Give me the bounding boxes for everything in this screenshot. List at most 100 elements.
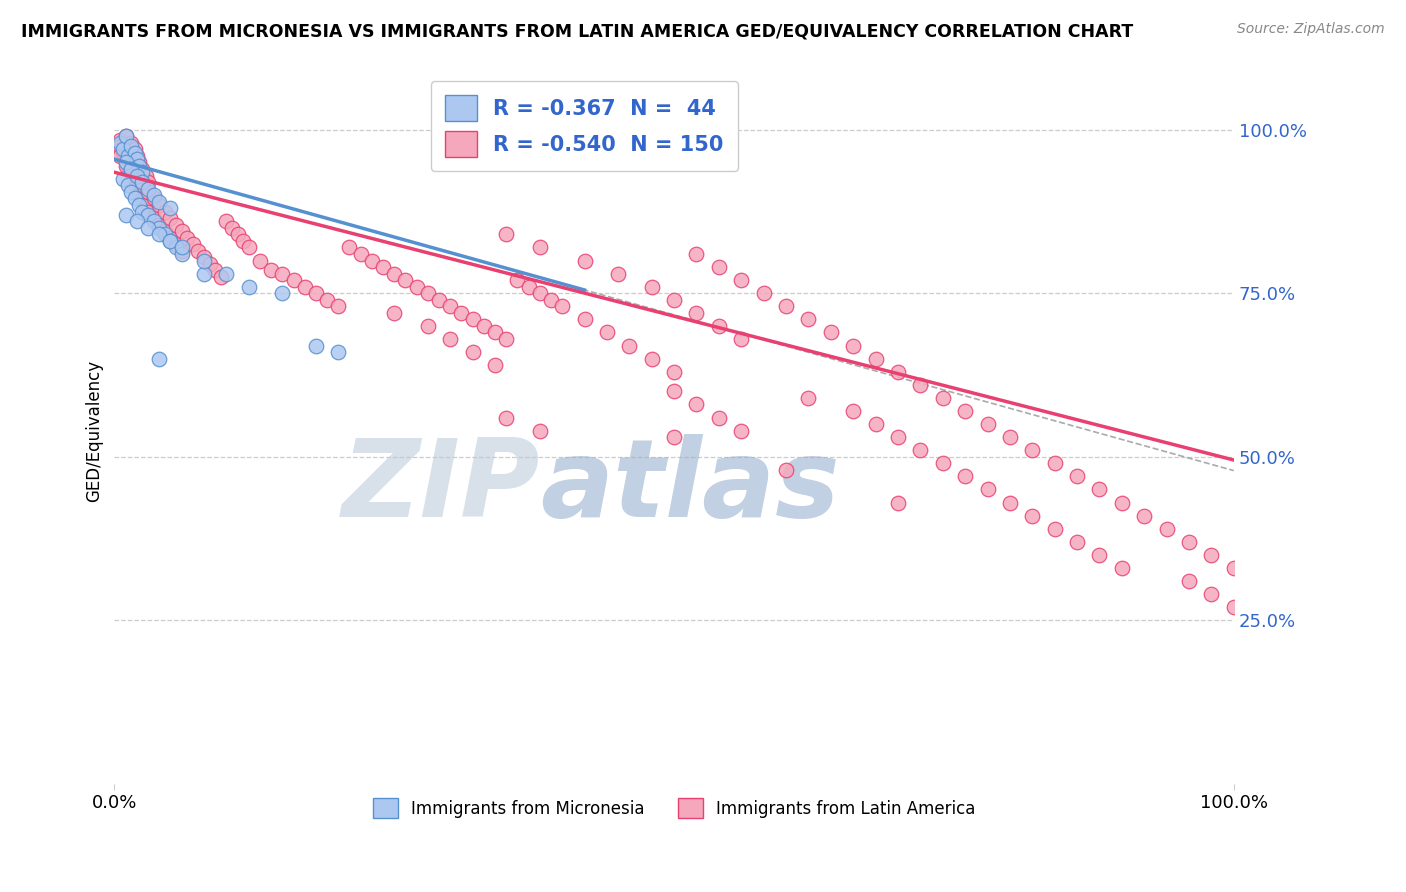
Point	[128, 159, 150, 173]
Point	[165, 240, 187, 254]
Point	[238, 279, 260, 293]
Point	[131, 175, 153, 189]
Point	[125, 169, 148, 183]
Point	[1178, 574, 1201, 588]
Point	[238, 240, 260, 254]
Point	[142, 191, 165, 205]
Point	[607, 267, 630, 281]
Point	[153, 227, 176, 242]
Point	[148, 227, 170, 242]
Point	[842, 338, 865, 352]
Point	[1111, 561, 1133, 575]
Text: ZIP: ZIP	[342, 434, 540, 540]
Point	[170, 247, 193, 261]
Point	[529, 424, 551, 438]
Point	[316, 293, 339, 307]
Point	[170, 244, 193, 258]
Point	[484, 358, 506, 372]
Text: Source: ZipAtlas.com: Source: ZipAtlas.com	[1237, 22, 1385, 37]
Point	[305, 338, 328, 352]
Point	[953, 404, 976, 418]
Point	[405, 279, 427, 293]
Point	[439, 299, 461, 313]
Point	[114, 155, 136, 169]
Point	[204, 263, 226, 277]
Point	[131, 191, 153, 205]
Point	[165, 218, 187, 232]
Point	[641, 351, 664, 366]
Point	[1223, 600, 1246, 615]
Point	[148, 198, 170, 212]
Point	[136, 220, 159, 235]
Point	[136, 185, 159, 199]
Point	[128, 198, 150, 212]
Point	[159, 211, 181, 225]
Point	[1178, 534, 1201, 549]
Point	[1201, 587, 1223, 601]
Point	[209, 269, 232, 284]
Point	[117, 149, 139, 163]
Point	[193, 253, 215, 268]
Point	[1021, 508, 1043, 523]
Text: atlas: atlas	[540, 434, 839, 540]
Point	[641, 279, 664, 293]
Point	[125, 171, 148, 186]
Point	[114, 208, 136, 222]
Point	[1043, 522, 1066, 536]
Point	[165, 237, 187, 252]
Point	[596, 326, 619, 340]
Point	[1201, 548, 1223, 562]
Point	[910, 443, 932, 458]
Point	[707, 318, 730, 333]
Point	[112, 142, 135, 156]
Point	[574, 312, 596, 326]
Point	[170, 224, 193, 238]
Point	[159, 201, 181, 215]
Point	[170, 240, 193, 254]
Point	[142, 188, 165, 202]
Point	[136, 175, 159, 189]
Point	[148, 194, 170, 209]
Point	[685, 306, 707, 320]
Point	[112, 139, 135, 153]
Point	[350, 247, 373, 261]
Point	[775, 463, 797, 477]
Point	[142, 214, 165, 228]
Point	[394, 273, 416, 287]
Point	[125, 149, 148, 163]
Point	[382, 306, 405, 320]
Point	[842, 404, 865, 418]
Point	[108, 132, 131, 146]
Point	[135, 169, 157, 183]
Point	[529, 286, 551, 301]
Point	[730, 273, 752, 287]
Point	[976, 417, 998, 431]
Point	[1066, 469, 1088, 483]
Point	[662, 384, 685, 399]
Point	[328, 345, 350, 359]
Point	[1021, 443, 1043, 458]
Point	[142, 211, 165, 225]
Point	[124, 171, 146, 186]
Point	[685, 397, 707, 411]
Point	[117, 145, 139, 160]
Point	[112, 145, 135, 160]
Point	[662, 365, 685, 379]
Point	[125, 152, 148, 166]
Point	[108, 149, 131, 163]
Point	[707, 260, 730, 274]
Point	[953, 469, 976, 483]
Point	[865, 417, 887, 431]
Point	[730, 332, 752, 346]
Point	[976, 483, 998, 497]
Y-axis label: GED/Equivalency: GED/Equivalency	[86, 359, 103, 501]
Point	[1133, 508, 1156, 523]
Point	[271, 286, 294, 301]
Point	[283, 273, 305, 287]
Point	[339, 240, 361, 254]
Point	[685, 247, 707, 261]
Point	[153, 224, 176, 238]
Point	[136, 208, 159, 222]
Point	[117, 178, 139, 193]
Text: IMMIGRANTS FROM MICRONESIA VS IMMIGRANTS FROM LATIN AMERICA GED/EQUIVALENCY CORR: IMMIGRANTS FROM MICRONESIA VS IMMIGRANTS…	[21, 22, 1133, 40]
